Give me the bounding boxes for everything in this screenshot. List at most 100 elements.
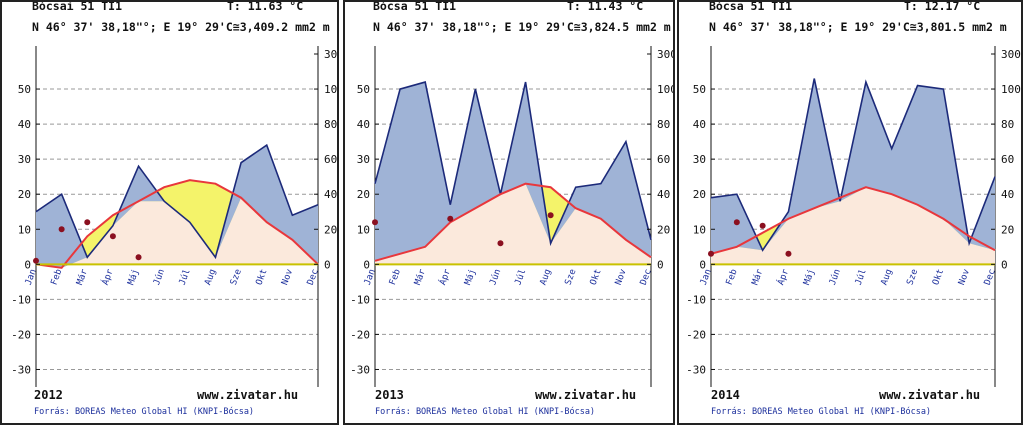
precipitation-area xyxy=(36,145,318,268)
right-tick-label: 80 xyxy=(324,118,337,131)
month-label: Ápr xyxy=(99,267,116,287)
month-label: Nov xyxy=(280,268,295,287)
month-label: Aug xyxy=(880,268,895,287)
data-point xyxy=(759,222,766,229)
temperature-line xyxy=(374,182,652,262)
left-tick-label: 30 xyxy=(357,153,370,166)
right-tick-label: 40 xyxy=(324,188,337,201)
right-tick-label: 300 xyxy=(1001,48,1021,61)
month-label: Okt xyxy=(931,268,946,287)
precipitation-line xyxy=(374,81,652,247)
month-label: Sze xyxy=(229,268,244,287)
left-tick-label: 0 xyxy=(363,258,370,271)
right-tick-label: 60 xyxy=(324,153,337,166)
temperature-label: T: 12.17 °C xyxy=(904,0,981,13)
right-tick-label: 300 xyxy=(657,48,675,61)
left-tick-label: 30 xyxy=(693,153,706,166)
right-tick-label: 0 xyxy=(657,258,664,271)
left-tick-label: -20 xyxy=(11,328,31,341)
month-label: Feb xyxy=(49,268,64,287)
temperature-area xyxy=(375,183,651,265)
month-label: Júl xyxy=(513,268,528,287)
left-tick-label: 20 xyxy=(693,188,706,201)
data-point xyxy=(547,212,554,219)
dry-period-area xyxy=(36,180,318,268)
source-label: Forrás: BOREAS Meteo Global HI (KNPI-Bóc… xyxy=(375,407,596,417)
month-label: Sze xyxy=(564,268,579,287)
source-label: Forrás: BOREAS Meteo Global HI (KNPI-Bóc… xyxy=(711,407,932,417)
month-label: Okt xyxy=(589,268,604,287)
right-tick-label: 20 xyxy=(324,223,337,236)
right-tick-label: 40 xyxy=(1001,188,1014,201)
temperature-label: T: 11.63 °C xyxy=(227,0,304,13)
right-tick-label: 300 xyxy=(324,48,339,61)
chart-panel-2014: 50 40 30 20 10 0 -10 -20 -30 300 100 80 60 40 20 0 Jan Fe… xyxy=(677,0,1023,425)
precipitation-line xyxy=(35,143,319,260)
coordinates: N 46° 37' 38,18"°; E 19° 29'C≅3,409.2 mm… xyxy=(32,20,330,34)
right-tick-label: 100 xyxy=(657,83,675,96)
left-tick-label: 50 xyxy=(18,83,31,96)
right-tick-label: 20 xyxy=(657,223,670,236)
left-tick-label: 0 xyxy=(24,258,31,271)
data-point xyxy=(785,250,792,257)
left-tick-label: -20 xyxy=(686,328,706,341)
left-tick-label: -30 xyxy=(686,363,706,376)
year-label: 2012 xyxy=(34,388,63,402)
year-label: 2013 xyxy=(375,388,404,402)
left-tick-label: -10 xyxy=(350,293,370,306)
precipitation-area xyxy=(375,82,651,261)
data-point xyxy=(372,219,378,226)
chart-panel-2012: 50403020100-10-20-30300100806040200JanFe… xyxy=(0,0,339,425)
right-tick-label: 100 xyxy=(1001,83,1021,96)
month-label: Dec xyxy=(639,268,654,287)
precipitation-line xyxy=(710,78,996,252)
month-label: Dec xyxy=(306,268,321,287)
site-label: www.zivatar.hu xyxy=(197,388,299,402)
month-label: Jún xyxy=(488,268,503,287)
left-tick-label: 20 xyxy=(18,188,31,201)
right-tick-label: 40 xyxy=(657,188,670,201)
right-tick-label: 100 xyxy=(324,83,339,96)
month-label: Nov xyxy=(614,268,629,287)
data-point xyxy=(733,219,740,226)
data-point xyxy=(33,257,39,264)
left-tick-label: -30 xyxy=(11,363,31,376)
month-label: Nov xyxy=(957,268,972,287)
month-label: Okt xyxy=(255,268,270,287)
month-label: Jún xyxy=(152,268,167,287)
month-label: Máj xyxy=(126,268,141,287)
month-label: Feb xyxy=(725,268,740,287)
data-point xyxy=(447,215,454,222)
left-tick-label: 20 xyxy=(357,188,370,201)
month-label: Máj xyxy=(802,268,817,287)
month-label: Feb xyxy=(388,268,403,287)
left-tick-label: -10 xyxy=(11,293,31,306)
coordinates: N 46° 37' 38,18"°; E 19° 29'C≅3,824.5 mm… xyxy=(373,20,671,34)
temperature-line xyxy=(710,186,996,255)
left-tick-label: -30 xyxy=(350,363,370,376)
site-label: www.zivatar.hu xyxy=(535,388,637,402)
left-tick-label: -20 xyxy=(350,328,370,341)
site-label: www.zivatar.hu xyxy=(879,388,981,402)
month-label: Aug xyxy=(203,268,218,287)
month-label: Júl xyxy=(178,268,193,287)
data-point xyxy=(708,250,714,257)
left-tick-label: 40 xyxy=(693,118,706,131)
year-label: 2014 xyxy=(711,388,740,402)
month-label: Már xyxy=(750,267,765,286)
temperature-area xyxy=(711,187,995,265)
station-name: Bócsa 51 TI1 xyxy=(709,0,793,13)
chart-svg-2012: 50403020100-10-20-30300100806040200JanFe… xyxy=(11,46,339,387)
month-label: Máj xyxy=(463,268,478,287)
month-label: Már xyxy=(75,267,90,286)
left-tick-label: 40 xyxy=(357,118,370,131)
left-tick-label: 10 xyxy=(693,223,706,236)
left-tick-label: 10 xyxy=(357,223,370,236)
month-label: Jún xyxy=(828,268,843,287)
right-tick-label: 0 xyxy=(1001,258,1008,271)
right-tick-label: 60 xyxy=(1001,153,1014,166)
station-name: Bócsa 51 TI1 xyxy=(373,0,457,13)
right-tick-label: 60 xyxy=(657,153,670,166)
left-tick-label: 50 xyxy=(357,83,370,96)
month-label: Aug xyxy=(538,268,553,287)
